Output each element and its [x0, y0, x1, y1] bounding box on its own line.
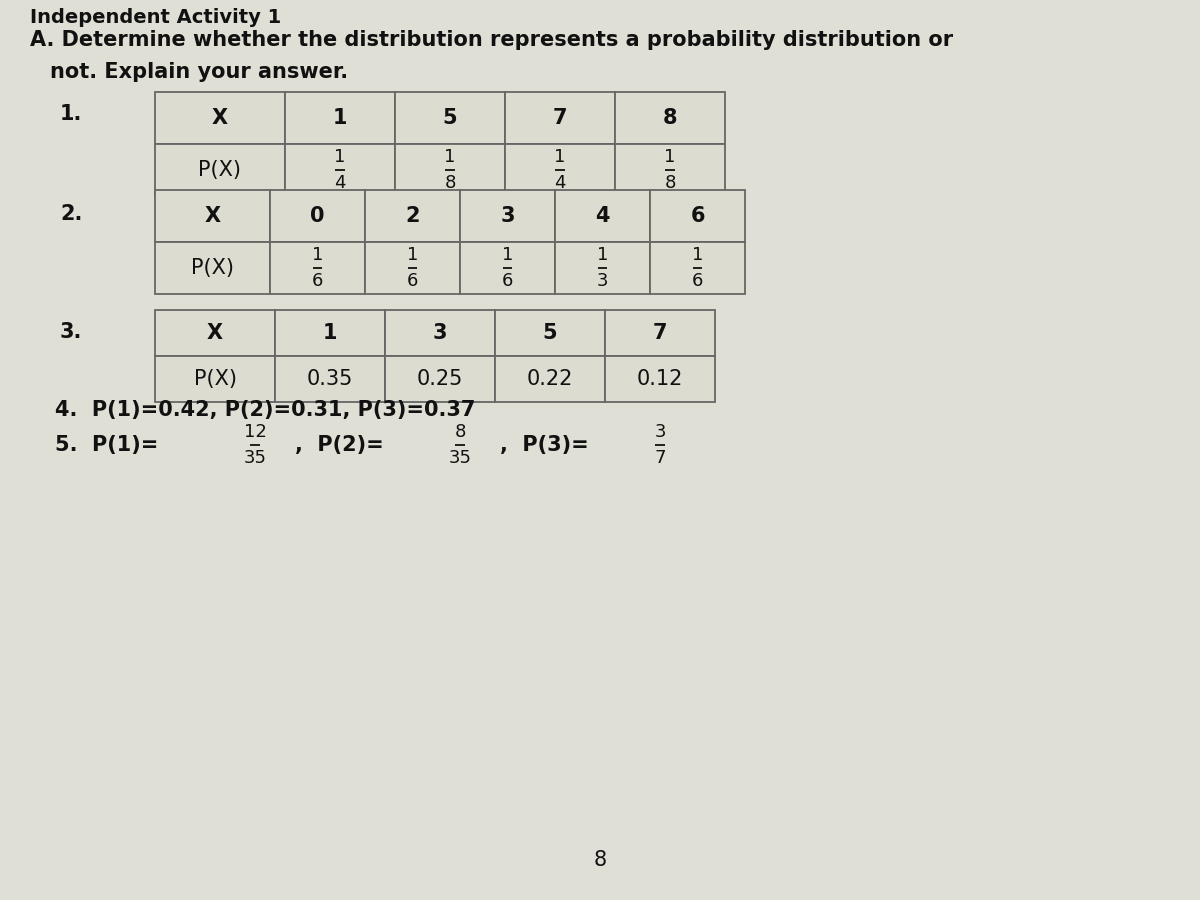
Bar — [460, 190, 554, 242]
Text: 1: 1 — [692, 246, 703, 265]
Bar — [365, 242, 460, 294]
Text: 3: 3 — [596, 272, 608, 290]
Text: 5: 5 — [443, 108, 457, 128]
Text: 7: 7 — [654, 449, 666, 467]
Text: 1: 1 — [407, 246, 418, 265]
Bar — [605, 310, 715, 356]
Bar — [460, 242, 554, 294]
Text: 3: 3 — [500, 206, 515, 226]
Text: 35: 35 — [244, 449, 266, 467]
Text: P(X): P(X) — [193, 369, 236, 389]
Text: 1: 1 — [312, 246, 323, 265]
Bar — [616, 92, 725, 144]
Text: 1.: 1. — [60, 104, 83, 124]
Bar — [385, 310, 496, 356]
Text: 7: 7 — [553, 108, 568, 128]
Text: 0.25: 0.25 — [416, 369, 463, 389]
Text: 1: 1 — [332, 108, 347, 128]
Text: 6: 6 — [692, 272, 703, 290]
Text: 2: 2 — [406, 206, 420, 226]
Text: 6: 6 — [312, 272, 323, 290]
Text: 35: 35 — [449, 449, 472, 467]
Text: P(X): P(X) — [191, 258, 234, 278]
Text: not. Explain your answer.: not. Explain your answer. — [50, 62, 348, 82]
Bar — [650, 190, 745, 242]
Text: 4.  P(1)=0.42, P(2)=0.31, P(3)=0.37: 4. P(1)=0.42, P(2)=0.31, P(3)=0.37 — [55, 400, 475, 420]
Bar — [286, 144, 395, 196]
Text: ,  P(3)=: , P(3)= — [500, 435, 589, 455]
Bar — [275, 356, 385, 402]
Text: 3: 3 — [433, 323, 448, 343]
Bar — [395, 92, 505, 144]
Text: 8: 8 — [594, 850, 606, 870]
Text: 6: 6 — [407, 272, 418, 290]
Text: 1: 1 — [596, 246, 608, 265]
Text: 8: 8 — [662, 108, 677, 128]
Text: 1: 1 — [323, 323, 337, 343]
Text: 1: 1 — [665, 148, 676, 166]
Bar — [605, 356, 715, 402]
Text: 2.: 2. — [60, 204, 83, 224]
Text: 0.35: 0.35 — [307, 369, 353, 389]
Bar — [270, 190, 365, 242]
Text: 1: 1 — [335, 148, 346, 166]
Bar — [496, 310, 605, 356]
Text: 12: 12 — [244, 423, 266, 441]
Text: 1: 1 — [502, 246, 514, 265]
Bar — [505, 144, 616, 196]
Text: 8: 8 — [665, 174, 676, 192]
Text: X: X — [204, 206, 221, 226]
Text: X: X — [212, 108, 228, 128]
Bar — [155, 144, 286, 196]
Text: 5.  P(1)=: 5. P(1)= — [55, 435, 158, 455]
Text: Independent Activity 1: Independent Activity 1 — [30, 8, 281, 27]
Text: 8: 8 — [455, 423, 466, 441]
Bar — [275, 310, 385, 356]
Bar — [554, 190, 650, 242]
Bar — [554, 242, 650, 294]
Text: 7: 7 — [653, 323, 667, 343]
Bar — [286, 92, 395, 144]
Text: P(X): P(X) — [198, 160, 241, 180]
Bar — [505, 92, 616, 144]
Bar — [155, 92, 286, 144]
Bar — [616, 144, 725, 196]
Text: 3.: 3. — [60, 322, 83, 342]
Text: 6: 6 — [690, 206, 704, 226]
Bar — [155, 356, 275, 402]
Bar — [385, 356, 496, 402]
Text: 4: 4 — [595, 206, 610, 226]
Bar — [270, 242, 365, 294]
Text: 3: 3 — [654, 423, 666, 441]
Text: 5: 5 — [542, 323, 557, 343]
Text: ,  P(2)=: , P(2)= — [295, 435, 384, 455]
Text: 1: 1 — [554, 148, 565, 166]
Bar — [650, 242, 745, 294]
Text: X: X — [206, 323, 223, 343]
Bar — [496, 356, 605, 402]
Text: 1: 1 — [444, 148, 456, 166]
Text: 4: 4 — [335, 174, 346, 192]
Text: 0.12: 0.12 — [637, 369, 683, 389]
Bar — [155, 310, 275, 356]
Text: 0: 0 — [311, 206, 325, 226]
Text: 0.22: 0.22 — [527, 369, 574, 389]
Text: 4: 4 — [554, 174, 565, 192]
Bar — [155, 190, 270, 242]
Text: 6: 6 — [502, 272, 514, 290]
Bar — [395, 144, 505, 196]
Text: A. Determine whether the distribution represents a probability distribution or: A. Determine whether the distribution re… — [30, 30, 953, 50]
Text: 8: 8 — [444, 174, 456, 192]
Bar — [155, 242, 270, 294]
Bar — [365, 190, 460, 242]
